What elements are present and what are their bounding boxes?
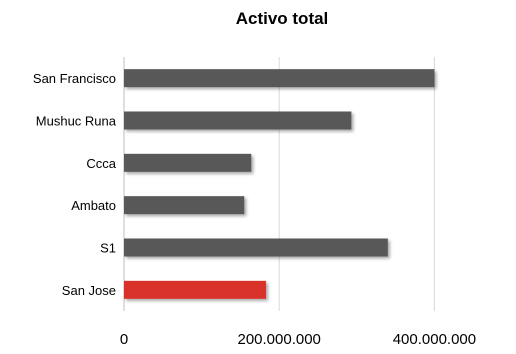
x-tick-label: 0: [120, 331, 128, 348]
x-tick-label: 200.000.000: [237, 331, 320, 348]
bar: [124, 69, 435, 88]
category-label: Mushuc Runa: [36, 114, 117, 129]
x-tick-labels: 0 200.000.000 400.000.000: [120, 331, 476, 348]
grid-lines: [278, 57, 435, 311]
category-labels: San Francisco Mushuc Runa Ccca Ambato S1 San …: [33, 71, 117, 298]
bars: [124, 69, 435, 299]
bar: [124, 280, 267, 299]
x-tick-label: 400.000.000: [393, 331, 476, 348]
bar: [124, 153, 252, 172]
category-label: S1: [100, 241, 116, 256]
category-label: San Jose: [62, 283, 116, 298]
bar: [124, 111, 352, 130]
category-label: Ambato: [71, 198, 116, 213]
category-label: Ccca: [86, 156, 116, 171]
bar: [124, 238, 388, 257]
bar: [124, 196, 245, 215]
chart-title: Activo total: [236, 9, 329, 28]
category-label: San Francisco: [33, 71, 116, 86]
